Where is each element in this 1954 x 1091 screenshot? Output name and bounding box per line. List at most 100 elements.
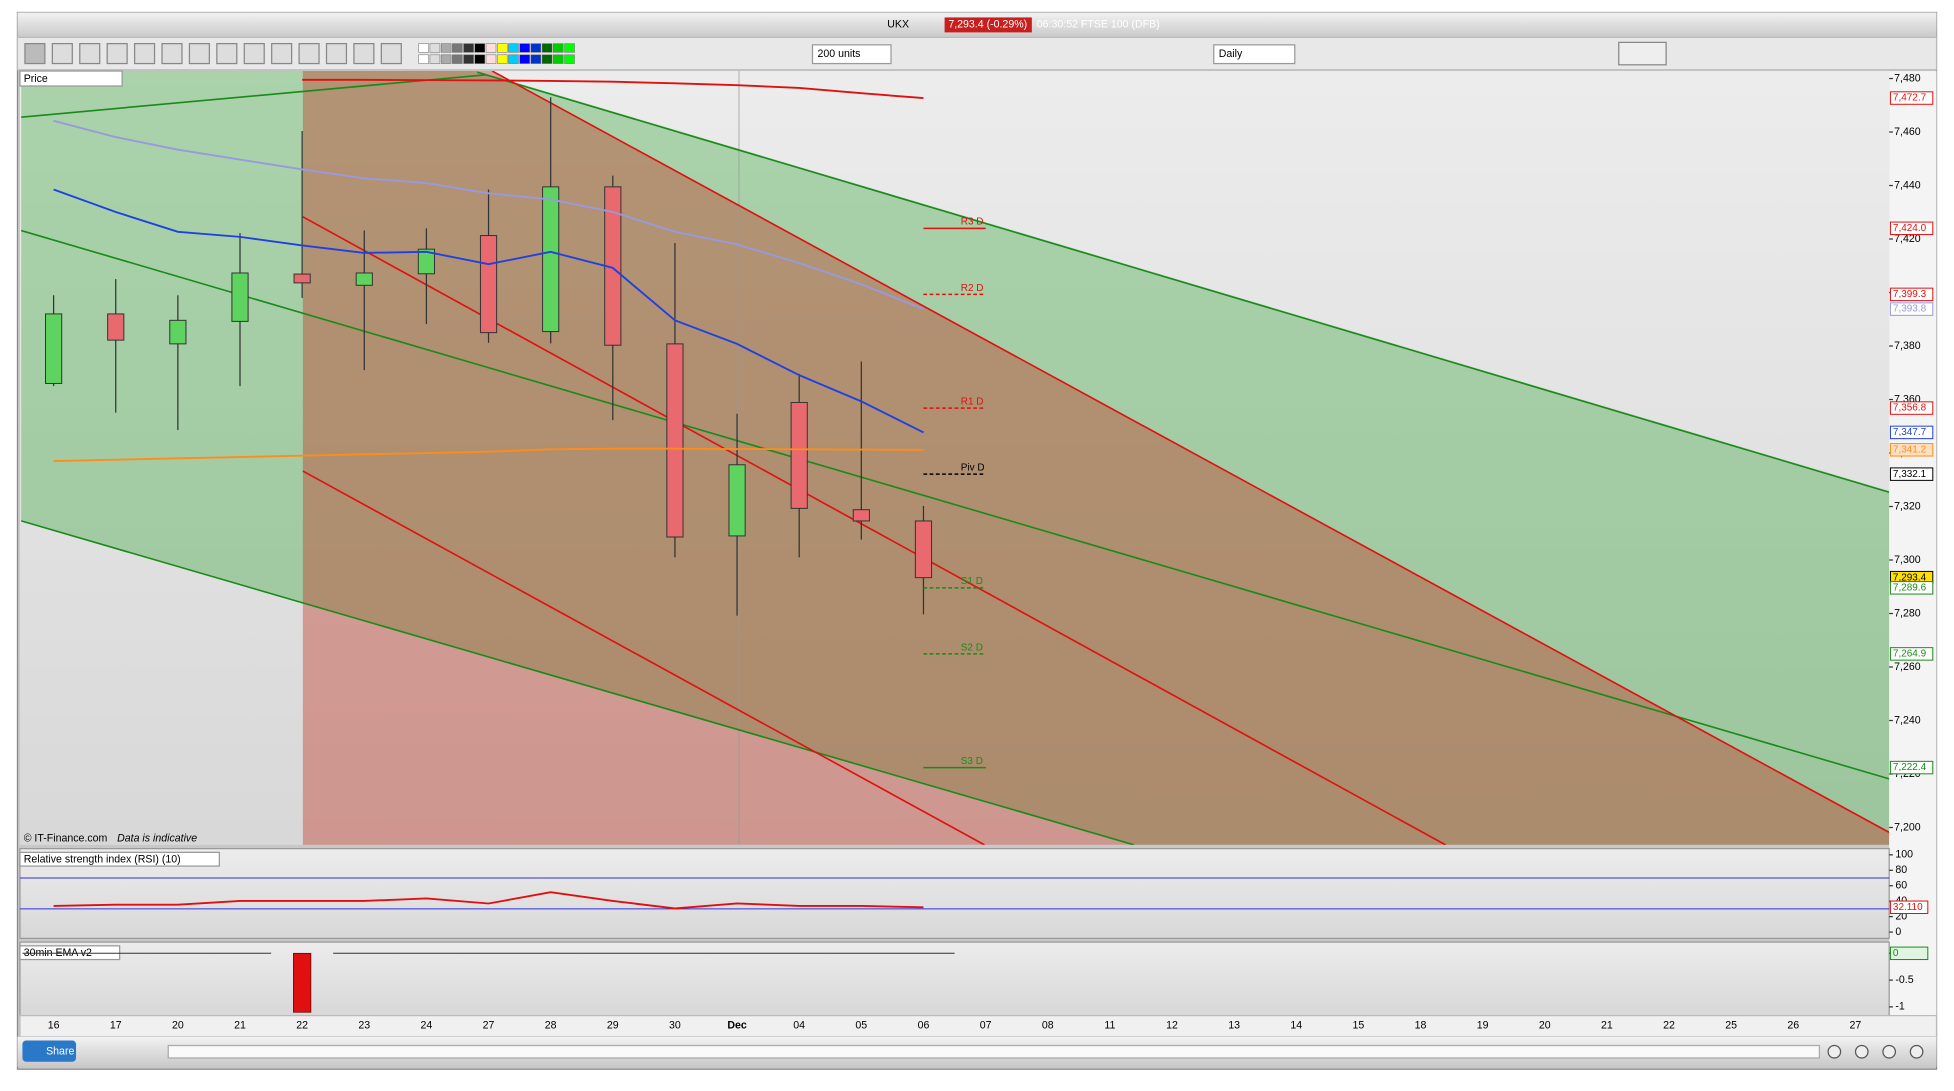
- share-label: Share: [46, 1046, 74, 1058]
- color-swatch[interactable]: [541, 43, 553, 53]
- price-tag-label: 7,289.6: [1893, 582, 1927, 593]
- color-swatch[interactable]: [485, 43, 497, 53]
- candle-body: [914, 520, 933, 579]
- color-swatch[interactable]: [429, 43, 441, 53]
- color-swatch[interactable]: [496, 43, 508, 53]
- moving-average: [53, 447, 924, 462]
- tool-button[interactable]: [161, 42, 183, 65]
- y-tick-label: 7,440: [1894, 179, 1921, 191]
- pivot-label: S2 D: [961, 642, 983, 653]
- color-swatch[interactable]: [530, 43, 542, 53]
- color-swatch[interactable]: [564, 54, 575, 64]
- x-tick-label: 08: [1042, 1019, 1054, 1031]
- price-tag: [1889, 302, 1934, 316]
- price-tag: [1889, 581, 1934, 595]
- price-tag-label: 7,264.9: [1893, 649, 1927, 660]
- x-tick-label: 16: [48, 1019, 60, 1031]
- tool-button[interactable]: [325, 42, 348, 65]
- color-swatch[interactable]: [452, 43, 463, 53]
- x-tick-label: 27: [483, 1019, 495, 1031]
- pivot-label: Piv D: [961, 463, 985, 474]
- candle-body: [417, 248, 436, 275]
- tool-button[interactable]: [133, 42, 156, 65]
- pivot-label: S3 D: [961, 756, 983, 767]
- trend-line: [477, 71, 1890, 494]
- y-tick-label: -1: [1895, 1001, 1905, 1013]
- price-tag: [1889, 760, 1934, 775]
- color-swatch[interactable]: [418, 43, 429, 53]
- color-swatch[interactable]: [530, 54, 542, 64]
- x-tick-label: 15: [1353, 1019, 1365, 1031]
- tool-button[interactable]: [79, 42, 101, 65]
- zoom-button[interactable]: [1854, 1044, 1869, 1059]
- x-tick-label: 05: [855, 1019, 867, 1031]
- units-select[interactable]: [811, 44, 892, 65]
- pivot-label: R3 D: [961, 217, 984, 228]
- x-tick-label: 22: [1663, 1019, 1675, 1031]
- x-tick-label: 21: [234, 1019, 246, 1031]
- tool-button[interactable]: [271, 42, 293, 65]
- value-tag-label: 0: [1893, 948, 1899, 959]
- trend-line: [21, 73, 487, 118]
- x-tick-label: 18: [1415, 1019, 1427, 1031]
- price-label: Price: [24, 73, 48, 85]
- period-value: Daily: [1219, 48, 1243, 60]
- period-select[interactable]: [1213, 44, 1296, 65]
- color-swatch[interactable]: [519, 43, 530, 53]
- tool-button[interactable]: [380, 42, 402, 65]
- x-tick-label: 22: [296, 1019, 308, 1031]
- color-swatch[interactable]: [474, 43, 486, 53]
- candle-body: [852, 509, 870, 522]
- color-swatch[interactable]: [553, 43, 564, 53]
- color-swatch[interactable]: [463, 54, 474, 64]
- tool-button[interactable]: [24, 42, 46, 65]
- color-swatch[interactable]: [496, 54, 508, 64]
- candle-body: [355, 272, 373, 286]
- color-swatch[interactable]: [541, 54, 553, 64]
- color-swatch[interactable]: [474, 54, 486, 64]
- color-swatch[interactable]: [508, 54, 519, 64]
- color-swatch[interactable]: [429, 54, 441, 64]
- value-tag: [1889, 946, 1929, 961]
- tool-button[interactable]: [106, 42, 128, 65]
- color-swatch[interactable]: [485, 54, 497, 64]
- color-swatch[interactable]: [463, 43, 474, 53]
- tool-button[interactable]: [243, 42, 265, 65]
- footer-source: © IT-Finance.com: [24, 832, 108, 844]
- trend-line: [20, 520, 1135, 845]
- tool-button[interactable]: [353, 42, 375, 65]
- tool-button[interactable]: [298, 42, 320, 65]
- price-tag: [1889, 401, 1934, 415]
- color-swatch[interactable]: [440, 43, 452, 53]
- tool-button[interactable]: [216, 42, 238, 65]
- pivot-label: R1 D: [961, 396, 984, 407]
- color-swatch[interactable]: [452, 54, 463, 64]
- x-tick-label: 28: [545, 1019, 557, 1031]
- rsi-line: [53, 891, 924, 910]
- trend-line: [20, 229, 1890, 780]
- color-swatch[interactable]: [519, 54, 530, 64]
- scrollbar[interactable]: [167, 1044, 1821, 1059]
- color-swatch[interactable]: [418, 54, 429, 64]
- color-swatch[interactable]: [564, 43, 575, 53]
- y-tick-label: 0: [1895, 926, 1901, 938]
- y-tick-label: 7,480: [1894, 72, 1921, 84]
- y-tick-label: 20: [1895, 910, 1907, 922]
- indicator-button[interactable]: [1618, 41, 1667, 66]
- color-swatch[interactable]: [440, 54, 452, 64]
- tool-icons: [24, 41, 1667, 66]
- zoom-button[interactable]: [1909, 1044, 1924, 1059]
- share-button[interactable]: [22, 1040, 77, 1062]
- price-tag-label: 7,472.7: [1893, 93, 1927, 104]
- zoom-button[interactable]: [1882, 1044, 1897, 1059]
- tool-button[interactable]: [51, 42, 73, 65]
- color-swatch[interactable]: [553, 54, 564, 64]
- candle-body: [107, 313, 125, 341]
- color-swatch[interactable]: [508, 43, 519, 53]
- pivot-label: S1 D: [961, 576, 983, 587]
- tool-button[interactable]: [188, 42, 210, 65]
- price-tag: [1889, 91, 1934, 105]
- zoom-button[interactable]: [1827, 1044, 1842, 1059]
